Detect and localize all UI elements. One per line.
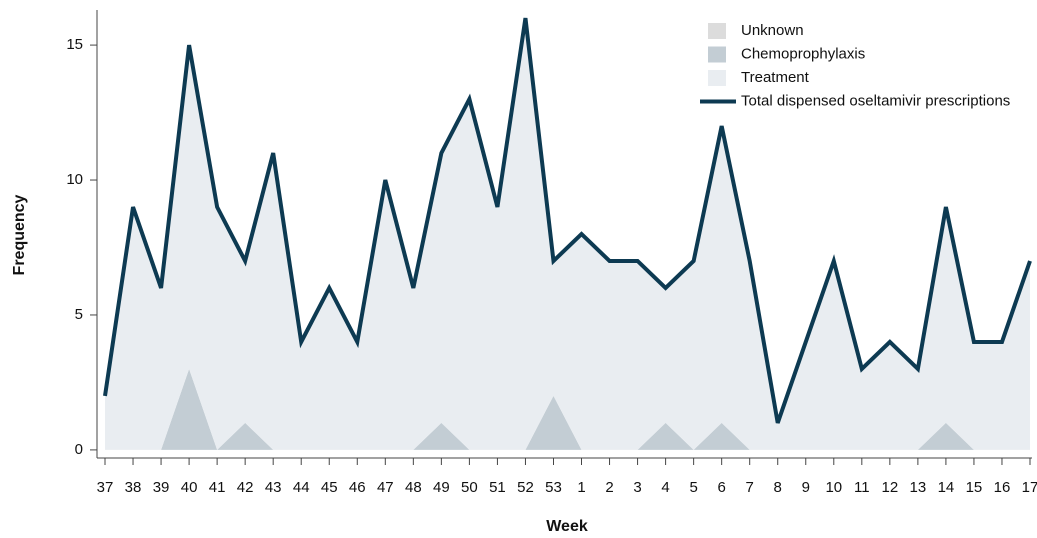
x-tick-label: 51 [489,479,506,496]
area [105,18,1030,450]
x-axis-title: Week [546,518,588,535]
x-tick-label: 17 [1022,479,1037,496]
legend-label: Total dispensed oseltamivir prescription… [741,92,1010,109]
x-tick-label: 16 [994,479,1011,496]
x-tick-label: 41 [209,479,226,496]
y-axis-title: Frequency [11,194,28,275]
x-tick-label: 37 [97,479,114,496]
y-tick-label: 5 [75,306,83,323]
x-tick-label: 53 [545,479,562,496]
x-tick-label: 10 [825,479,842,496]
x-tick-label: 2 [605,479,613,496]
x-tick-label: 46 [349,479,366,496]
x-tick-label: 38 [125,479,142,496]
y-tick-label: 15 [66,36,83,53]
x-tick-label: 12 [882,479,899,496]
legend-swatch [708,70,726,86]
x-tick-label: 4 [661,479,669,496]
x-tick-label: 49 [433,479,450,496]
legend-label: Unknown [741,22,804,39]
legend-swatch [708,23,726,39]
x-tick-label: 42 [237,479,254,496]
x-tick-label: 39 [153,479,170,496]
x-tick-label: 52 [517,479,534,496]
x-tick-label: 43 [265,479,282,496]
x-tick-label: 45 [321,479,338,496]
x-tick-label: 3 [633,479,641,496]
legend-label: Treatment [741,69,810,86]
x-tick-label: 44 [293,479,310,496]
x-tick-label: 11 [854,479,870,496]
x-tick-label: 40 [181,479,198,496]
x-tick-label: 7 [746,479,754,496]
y-tick-label: 10 [66,171,83,188]
x-tick-label: 15 [966,479,983,496]
x-tick-label: 1 [577,479,585,496]
x-tick-label: 48 [405,479,422,496]
x-tick-label: 47 [377,479,394,496]
y-tick-label: 0 [75,441,83,458]
x-tick-label: 14 [938,479,955,496]
x-tick-label: 6 [717,479,725,496]
x-tick-label: 8 [774,479,782,496]
area [105,368,1030,450]
line [103,17,1032,424]
x-tick-label: 13 [910,479,927,496]
legend-label: Chemoprophylaxis [741,45,865,62]
x-tick-label: 9 [802,479,810,496]
x-tick-label: 50 [461,479,478,496]
legend-swatch [708,46,726,63]
x-tick-label: 5 [689,479,697,496]
